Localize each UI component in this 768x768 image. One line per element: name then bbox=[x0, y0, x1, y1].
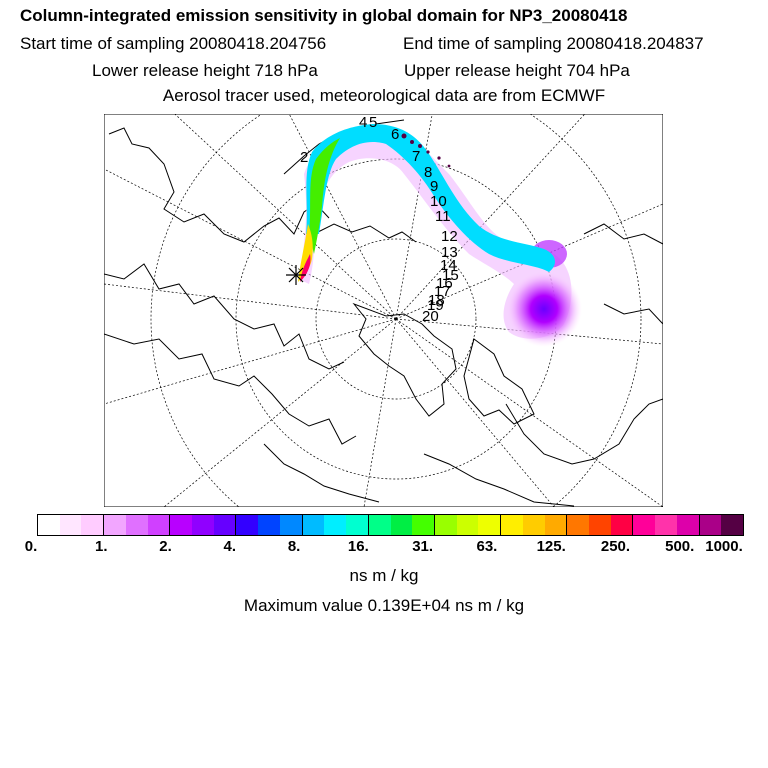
colorbar-segment bbox=[567, 515, 589, 535]
colorbar-segment bbox=[522, 515, 545, 535]
colorbar-segment bbox=[390, 515, 413, 535]
day-label: 5 bbox=[369, 114, 377, 131]
day-label: 11 bbox=[435, 208, 451, 225]
colorbar-segment bbox=[59, 515, 82, 535]
map-panel: 2 4 5 6 7 8 9 10 11 12 13 14 15 16 17 18… bbox=[104, 114, 663, 507]
lower-release-height: Lower release height 718 hPa bbox=[92, 61, 318, 80]
colorbar-segment bbox=[192, 515, 214, 535]
colorbar-segment bbox=[170, 515, 193, 535]
tracer-info: Aerosol tracer used, meteorological data… bbox=[162, 86, 606, 105]
colorbar-segment bbox=[324, 515, 347, 535]
colorbar-segment bbox=[610, 515, 634, 535]
colorbar-tick-label: 4. bbox=[223, 538, 237, 555]
plume-blob bbox=[506, 271, 582, 347]
day-label: 15 bbox=[442, 267, 459, 284]
colorbar-tick-label: 2. bbox=[159, 538, 172, 555]
colorbar-segment bbox=[236, 515, 259, 535]
colorbar-segment bbox=[633, 515, 656, 535]
colorbar-tick-label: 31. bbox=[412, 538, 434, 555]
plume-dark-points bbox=[401, 133, 451, 168]
day-label: 9 bbox=[430, 178, 438, 195]
end-time: End time of sampling 20080418.204837 bbox=[403, 34, 704, 53]
colorbar-segment bbox=[721, 515, 743, 535]
colorbar-segment bbox=[302, 515, 325, 535]
colorbar-segment bbox=[368, 515, 391, 535]
day-label: 20 bbox=[422, 308, 439, 325]
colorbar-tick-label: 8. bbox=[287, 538, 301, 555]
maximum-value: Maximum value 0.139E+04 ns m / kg bbox=[243, 596, 525, 615]
map-svg: 2 4 5 6 7 8 9 10 11 12 13 14 15 16 17 18… bbox=[104, 114, 663, 507]
colorbar-tick-label: 1000. bbox=[705, 538, 743, 555]
colorbar-segment bbox=[125, 515, 148, 535]
colorbar-segment bbox=[655, 515, 677, 535]
colorbar-segment bbox=[81, 515, 105, 535]
colorbar-segment bbox=[588, 515, 611, 535]
plot-title: Column-integrated emission sensitivity i… bbox=[20, 6, 628, 25]
colorbar-segment bbox=[279, 515, 303, 535]
colorbar-segment bbox=[38, 515, 60, 535]
colorbar-segment bbox=[258, 515, 280, 535]
units-label: ns m / kg bbox=[349, 566, 419, 585]
colorbar-segment bbox=[456, 515, 479, 535]
colorbar-segment bbox=[434, 515, 457, 535]
colorbar-segment bbox=[412, 515, 435, 535]
day-label: 13 bbox=[441, 244, 458, 261]
day-label: 4 bbox=[359, 114, 367, 131]
colorbar-tick-label: 1. bbox=[95, 538, 108, 555]
day-labels: 2 4 5 6 7 8 9 10 11 12 13 14 15 16 17 18… bbox=[300, 114, 459, 325]
day-label: 2 bbox=[300, 149, 308, 166]
colorbar-ticks: 0. 1. 2. 4. 8. 16. 31. 63. 125. 250. 500. 1000. bbox=[0, 538, 768, 560]
release-point-asterisk bbox=[286, 265, 306, 285]
colorbar-segment bbox=[478, 515, 502, 535]
colorbar-tick-label: 500. bbox=[665, 538, 695, 555]
colorbar-tick-label: 0. bbox=[24, 538, 38, 555]
day-label: 19 bbox=[427, 297, 444, 314]
day-label: 7 bbox=[412, 148, 420, 165]
day-label: 8 bbox=[424, 164, 432, 181]
colorbar-segment bbox=[676, 515, 700, 535]
plume-green-band bbox=[309, 138, 340, 254]
colorbar-segment bbox=[346, 515, 369, 535]
colorbar-segment bbox=[104, 515, 126, 535]
day-label: 14 bbox=[440, 257, 457, 274]
day-label: 18 bbox=[428, 292, 445, 309]
day-label: 6 bbox=[391, 126, 399, 143]
colorbar bbox=[37, 514, 744, 536]
colorbar-segment bbox=[147, 515, 171, 535]
colorbar-segment bbox=[501, 515, 523, 535]
colorbar-tick-label: 250. bbox=[600, 538, 631, 555]
start-time: Start time of sampling 20080418.204756 bbox=[20, 34, 327, 53]
day-label: 16 bbox=[436, 275, 453, 292]
day-label: 12 bbox=[441, 228, 458, 245]
colorbar-tick-label: 125. bbox=[536, 538, 566, 555]
day-label: 17 bbox=[434, 283, 451, 300]
colorbar-segment bbox=[213, 515, 237, 535]
day-label: 10 bbox=[430, 193, 447, 210]
colorbar-segment bbox=[699, 515, 722, 535]
colorbar-segment bbox=[544, 515, 568, 535]
upper-release-height: Upper release height 704 hPa bbox=[404, 61, 630, 80]
colorbar-tick-label: 16. bbox=[347, 538, 369, 555]
colorbar-tick-label: 63. bbox=[476, 538, 498, 555]
plume-cyan-band bbox=[306, 124, 556, 272]
coastlines bbox=[104, 119, 663, 507]
